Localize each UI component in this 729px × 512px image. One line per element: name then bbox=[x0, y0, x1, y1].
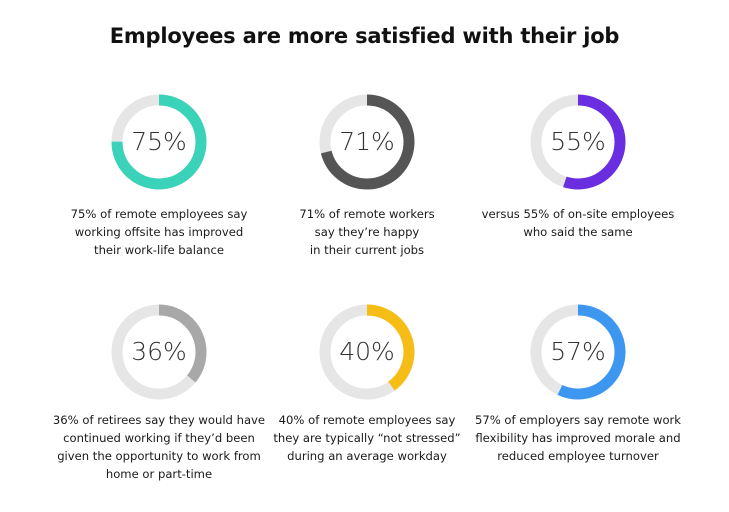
caption-line: home or part-time bbox=[105, 467, 213, 481]
caption-line: flexibility has improved morale and bbox=[475, 431, 681, 445]
donut-svg bbox=[319, 304, 415, 400]
stat-caption: 57% of employers say remote work flexibi… bbox=[468, 411, 688, 465]
caption-line: during an average workday bbox=[287, 449, 447, 463]
caption-line: 40% of remote employees say bbox=[278, 413, 456, 427]
donut-value-label: 57% bbox=[550, 337, 606, 366]
caption-line: 36% of retirees say they would have bbox=[52, 413, 266, 427]
donut-svg bbox=[530, 94, 626, 190]
caption-line: 75% of remote employees say bbox=[70, 207, 248, 221]
stat-caption: 40% of remote employees say they are typ… bbox=[257, 411, 477, 465]
caption-line: who said the same bbox=[523, 225, 633, 239]
donut-value-label: 71% bbox=[339, 127, 395, 156]
donut-value-arc bbox=[530, 304, 626, 400]
caption-line: their work-life balance bbox=[94, 243, 224, 257]
donut-chart: 36% bbox=[109, 302, 209, 402]
caption-line: continued working if they’d been bbox=[63, 431, 255, 445]
donut-chart: 75% bbox=[109, 92, 209, 192]
donut-value-arc bbox=[319, 94, 415, 190]
donut-svg bbox=[111, 304, 207, 400]
caption-line: in their current jobs bbox=[309, 243, 425, 257]
stat-caption: 71% of remote workers say they’re happy … bbox=[257, 205, 477, 259]
donut-value-label: 75% bbox=[131, 127, 187, 156]
caption-line: 57% of employers say remote work bbox=[474, 413, 682, 427]
caption-line: say they’re happy bbox=[314, 225, 420, 239]
donut-value-arc bbox=[530, 94, 626, 190]
donut-value-label: 55% bbox=[550, 127, 606, 156]
donut-chart: 55% bbox=[528, 92, 628, 192]
donut-chart: 40% bbox=[317, 302, 417, 402]
stat-caption: 36% of retirees say they would have cont… bbox=[49, 411, 269, 483]
caption-line: reduced employee turnover bbox=[497, 449, 659, 463]
caption-line: versus 55% of on-site employees bbox=[481, 207, 675, 221]
donut-value-label: 40% bbox=[339, 337, 395, 366]
caption-line: they are typically “not stressed” bbox=[273, 431, 461, 445]
donut-chart: 57% bbox=[528, 302, 628, 402]
stat-caption: versus 55% of on-site employees who said… bbox=[468, 205, 688, 241]
caption-line: working offsite has improved bbox=[74, 225, 244, 239]
chart-title: Employees are more satisfied with their … bbox=[109, 24, 620, 48]
donut-value-arc bbox=[319, 304, 415, 400]
stat-caption: 75% of remote employees say working offs… bbox=[49, 205, 269, 259]
donut-svg bbox=[530, 304, 626, 400]
donut-value-label: 36% bbox=[131, 337, 187, 366]
donut-svg bbox=[111, 94, 207, 190]
donut-value-arc bbox=[111, 304, 207, 400]
donut-svg bbox=[319, 94, 415, 190]
donut-chart: 71% bbox=[317, 92, 417, 192]
donut-value-arc bbox=[111, 94, 207, 190]
caption-line: 71% of remote workers bbox=[299, 207, 435, 221]
caption-line: given the opportunity to work from bbox=[57, 449, 261, 463]
